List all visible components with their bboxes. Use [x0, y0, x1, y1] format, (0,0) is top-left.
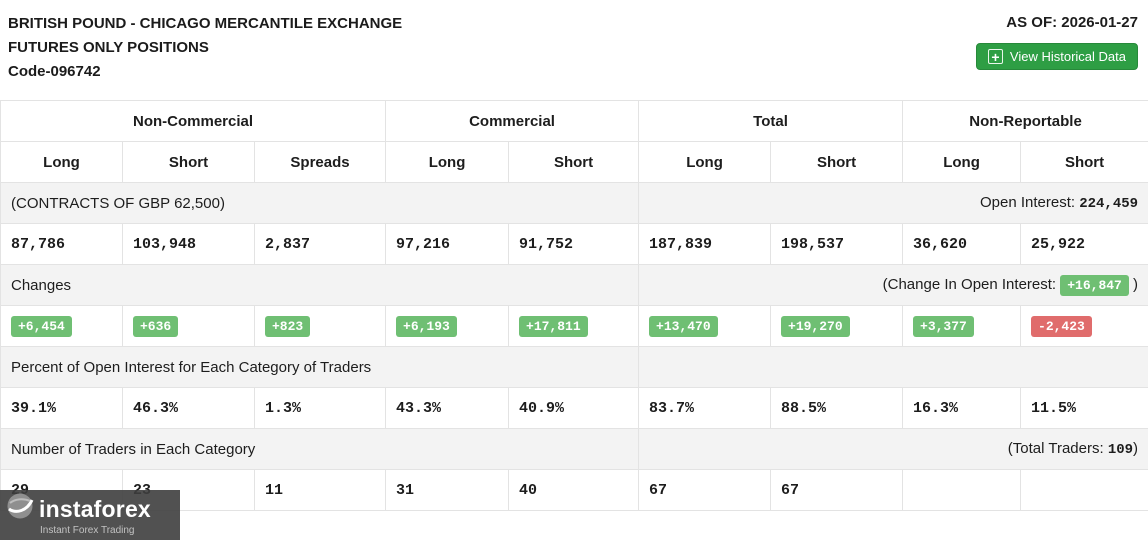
group-header-row: Non-Commercial Commercial Total Non-Repo…: [0, 100, 1148, 142]
traders-values-row: 29 23 11 31 40 67 67: [0, 469, 1148, 511]
percent-cell: 40.9%: [508, 387, 640, 429]
view-historical-data-button[interactable]: + View Historical Data: [975, 43, 1138, 70]
percent-cell: 39.1%: [0, 387, 123, 429]
instaforex-logo-icon: [6, 492, 34, 525]
contracts-label: (CONTRACTS OF GBP 62,500): [0, 182, 640, 224]
change-cell: +636: [122, 305, 255, 347]
view-historical-data-label: View Historical Data: [1009, 49, 1126, 64]
change-cell: -2,423: [1020, 305, 1148, 347]
change-oi-label: (Change In Open Interest:: [882, 275, 1061, 293]
change-cell: +13,470: [638, 305, 772, 347]
change-badge: +6,454: [11, 315, 72, 337]
brand-row: instaforex: [6, 492, 170, 525]
traders-cell: [1020, 469, 1148, 511]
change-cell: +823: [253, 305, 387, 347]
change-oi-badge: +16,847: [1060, 274, 1129, 296]
traders-cell: 67: [638, 469, 772, 511]
percent-cell: 16.3%: [902, 387, 1022, 429]
change-badge: +17,811: [519, 315, 588, 337]
col-header-short-nc: Short: [122, 141, 255, 183]
change-cell: +6,193: [385, 305, 510, 347]
change-badge: +19,270: [781, 315, 850, 337]
change-cell: +6,454: [0, 305, 123, 347]
col-header-short-total: Short: [770, 141, 904, 183]
col-header-short-comm: Short: [508, 141, 640, 183]
change-badge: +3,377: [913, 315, 974, 337]
percent-cell: 46.3%: [122, 387, 255, 429]
brand-name: instaforex: [39, 495, 151, 522]
total-traders-cell: (Total Traders: 109): [638, 428, 1148, 470]
changes-label-row: Changes (Change In Open Interest: +16,84…: [0, 264, 1148, 306]
col-header-spreads: Spreads: [253, 141, 387, 183]
position-cell: 91,752: [508, 223, 640, 265]
col-header-long-nr: Long: [902, 141, 1022, 183]
col-header-long-nc: Long: [0, 141, 123, 183]
traders-cell: 40: [508, 469, 640, 511]
traders-label: Number of Traders in Each Category: [0, 428, 640, 470]
change-badge: -2,423: [1031, 315, 1092, 337]
position-cell: 187,839: [638, 223, 772, 265]
group-header-commercial: Commercial: [385, 100, 640, 142]
positions-row: 87,786 103,948 2,837 97,216 91,752 187,8…: [0, 223, 1148, 265]
changes-values-row: +6,454 +636 +823 +6,193 +17,811 +13,470 …: [0, 305, 1148, 347]
col-header-long-comm: Long: [385, 141, 510, 183]
group-header-total: Total: [638, 100, 904, 142]
column-header-row: Long Short Spreads Long Short Long Short…: [0, 141, 1148, 183]
percent-cell: 43.3%: [385, 387, 510, 429]
position-cell: 198,537: [770, 223, 904, 265]
change-in-open-interest-cell: (Change In Open Interest: +16,847 ): [638, 264, 1148, 306]
change-badge: +6,193: [396, 315, 457, 337]
group-header-non-reportable: Non-Reportable: [902, 100, 1148, 142]
report-titles: BRITISH POUND - CHICAGO MERCANTILE EXCHA…: [8, 12, 402, 84]
percent-cell: 1.3%: [253, 387, 387, 429]
change-cell: +17,811: [508, 305, 640, 347]
percent-label-spacer: [638, 346, 1148, 388]
open-interest-cell: Open Interest: 224,459: [638, 182, 1148, 224]
instaforex-watermark: instaforex Instant Forex Trading: [0, 490, 180, 540]
percent-label: Percent of Open Interest for Each Catego…: [0, 346, 640, 388]
page-header: BRITISH POUND - CHICAGO MERCANTILE EXCHA…: [0, 0, 1148, 100]
change-oi-suffix: ): [1128, 275, 1139, 293]
changes-label: Changes: [0, 264, 640, 306]
traders-cell: 31: [385, 469, 510, 511]
traders-label-row: Number of Traders in Each Category (Tota…: [0, 428, 1148, 470]
total-traders-value: 109: [1107, 442, 1134, 458]
report-code: Code-096742: [8, 63, 101, 80]
percent-cell: 83.7%: [638, 387, 772, 429]
view-data-icon: +: [987, 49, 1003, 64]
position-cell: 87,786: [0, 223, 123, 265]
traders-cell: 11: [253, 469, 387, 511]
total-traders-suffix: ): [1133, 440, 1139, 457]
change-badge: +13,470: [649, 315, 718, 337]
change-badge: +823: [265, 315, 311, 337]
percent-values-row: 39.1% 46.3% 1.3% 43.3% 40.9% 83.7% 88.5%…: [0, 387, 1148, 429]
header-right: AS OF: 2026-01-27 + View Historical Data: [975, 12, 1138, 70]
position-cell: 36,620: [902, 223, 1022, 265]
position-cell: 103,948: [122, 223, 255, 265]
as-of-date: AS OF: 2026-01-27: [1006, 14, 1138, 31]
col-header-long-total: Long: [638, 141, 772, 183]
report-title-line1: BRITISH POUND - CHICAGO MERCANTILE EXCHA…: [8, 15, 403, 32]
open-interest-label: Open Interest:: [979, 194, 1080, 211]
col-header-short-nr: Short: [1020, 141, 1148, 183]
percent-cell: 11.5%: [1020, 387, 1148, 429]
change-cell: +3,377: [902, 305, 1022, 347]
traders-cell: 67: [770, 469, 904, 511]
cot-table: Non-Commercial Commercial Total Non-Repo…: [0, 100, 1148, 511]
change-badge: +636: [133, 315, 179, 337]
position-cell: 2,837: [253, 223, 387, 265]
change-cell: +19,270: [770, 305, 904, 347]
position-cell: 25,922: [1020, 223, 1148, 265]
traders-cell: [902, 469, 1022, 511]
brand-tagline: Instant Forex Trading: [40, 525, 135, 536]
percent-cell: 88.5%: [770, 387, 904, 429]
report-title-line2: FUTURES ONLY POSITIONS: [8, 39, 209, 56]
percent-label-row: Percent of Open Interest for Each Catego…: [0, 346, 1148, 388]
open-interest-value: 224,459: [1079, 196, 1139, 212]
group-header-non-commercial: Non-Commercial: [0, 100, 387, 142]
position-cell: 97,216: [385, 223, 510, 265]
total-traders-label: (Total Traders:: [1007, 440, 1108, 457]
contracts-row: (CONTRACTS OF GBP 62,500) Open Interest:…: [0, 182, 1148, 224]
